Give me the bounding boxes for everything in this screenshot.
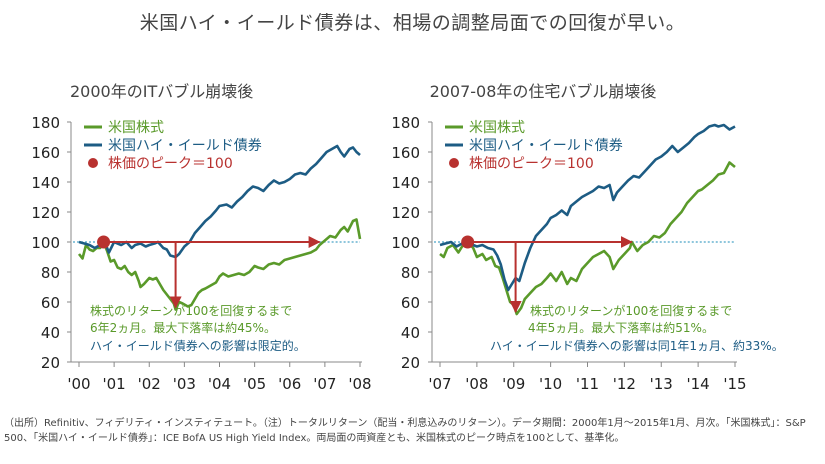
legend-label-peak: 株価のピーク＝100 — [469, 156, 594, 172]
legend-swatch-peak — [449, 158, 459, 168]
series-line-stocks — [77, 218, 362, 311]
x-tick-label: '07 — [313, 375, 336, 393]
y-tick-label: 20 — [41, 354, 60, 372]
annotation-text: 株式のリターンが100を回復するまで — [530, 303, 732, 318]
x-tick-label: '15 — [723, 375, 746, 393]
y-tick-label: 140 — [391, 174, 420, 192]
legend-swatch-peak — [88, 158, 98, 168]
x-tick-label: '08 — [348, 375, 371, 393]
y-tick-label: 100 — [391, 234, 420, 252]
y-tick-label: 180 — [31, 114, 60, 132]
y-tick-label: 80 — [41, 264, 60, 282]
x-tick-label: '08 — [465, 375, 488, 393]
series-line-high_yield — [439, 123, 736, 292]
y-tick-label: 80 — [401, 264, 420, 282]
y-tick-label: 20 — [401, 354, 420, 372]
chart-title-left: 2000年のITバブル崩壊後 — [70, 82, 254, 101]
footnote: （出所）Refinitiv、フィデリティ・インスティテュート。（注）トータルリタ… — [4, 418, 806, 444]
legend-label-stocks: 米国株式 — [469, 120, 525, 136]
peak-marker — [461, 235, 475, 249]
series-line-stocks — [439, 161, 736, 316]
peak-marker — [97, 235, 111, 249]
annotation-text: ハイ・イールド債券への影響は同1年1ヵ月、約33%。 — [490, 338, 784, 353]
x-tick-label: '10 — [539, 375, 562, 393]
x-tick-label: '07 — [428, 375, 451, 393]
x-tick-label: '11 — [576, 375, 599, 393]
x-tick-label: '00 — [67, 375, 90, 393]
y-tick-label: 160 — [31, 144, 60, 162]
x-tick-label: '03 — [173, 375, 196, 393]
y-tick-label: 140 — [31, 174, 60, 192]
x-tick-label: '13 — [650, 375, 673, 393]
y-tick-label: 60 — [401, 294, 420, 312]
y-tick-label: 180 — [391, 114, 420, 132]
chart-right: 20 40 60 80 100 120 140 160 180 '07 '08 '09 '10 '11 '1… — [391, 114, 783, 393]
x-tick-label: '02 — [138, 375, 161, 393]
legend-label-peak: 株価のピーク＝100 — [108, 156, 233, 172]
annotation-text: 6年2ヵ月。最大下落率は約45%。 — [90, 320, 276, 335]
annotation-text: ハイ・イールド債券への影響は限定的。 — [90, 338, 306, 353]
x-tick-label: '04 — [208, 375, 231, 393]
y-tick-label: 60 — [41, 294, 60, 312]
y-tick-label: 100 — [31, 234, 60, 252]
x-tick-label: '12 — [613, 375, 636, 393]
chart-title-right: 2007-08年の住宅バブル崩壊後 — [429, 82, 657, 101]
x-tick-label: '06 — [278, 375, 301, 393]
y-tick-label: 40 — [401, 324, 420, 342]
annotation-text: 株式のリターンが100を回復するまで — [90, 303, 292, 318]
legend-label-stocks: 米国株式 — [108, 120, 164, 136]
x-tick-label: '05 — [243, 375, 266, 393]
chart-left: 20 40 60 80 100 120 140 160 180 '00 '01 '02 '03 '04 '0… — [31, 114, 371, 393]
y-tick-label: 120 — [391, 204, 420, 222]
y-tick-label: 40 — [41, 324, 60, 342]
page-title: 米国ハイ・イールド債券は、相場の調整局面での回復が早い。 — [139, 12, 686, 34]
y-tick-label: 120 — [31, 204, 60, 222]
legend-label-high-yield: 米国ハイ・イールド債券 — [108, 138, 262, 154]
x-tick-label: '01 — [103, 375, 126, 393]
legend-label-high-yield: 米国ハイ・イールド債券 — [469, 138, 623, 154]
x-tick-label: '09 — [502, 375, 525, 393]
annotation-text: 4年5ヵ月。最大下落率は約51%。 — [528, 320, 714, 335]
y-tick-label: 160 — [391, 144, 420, 162]
x-tick-label: '14 — [687, 375, 710, 393]
